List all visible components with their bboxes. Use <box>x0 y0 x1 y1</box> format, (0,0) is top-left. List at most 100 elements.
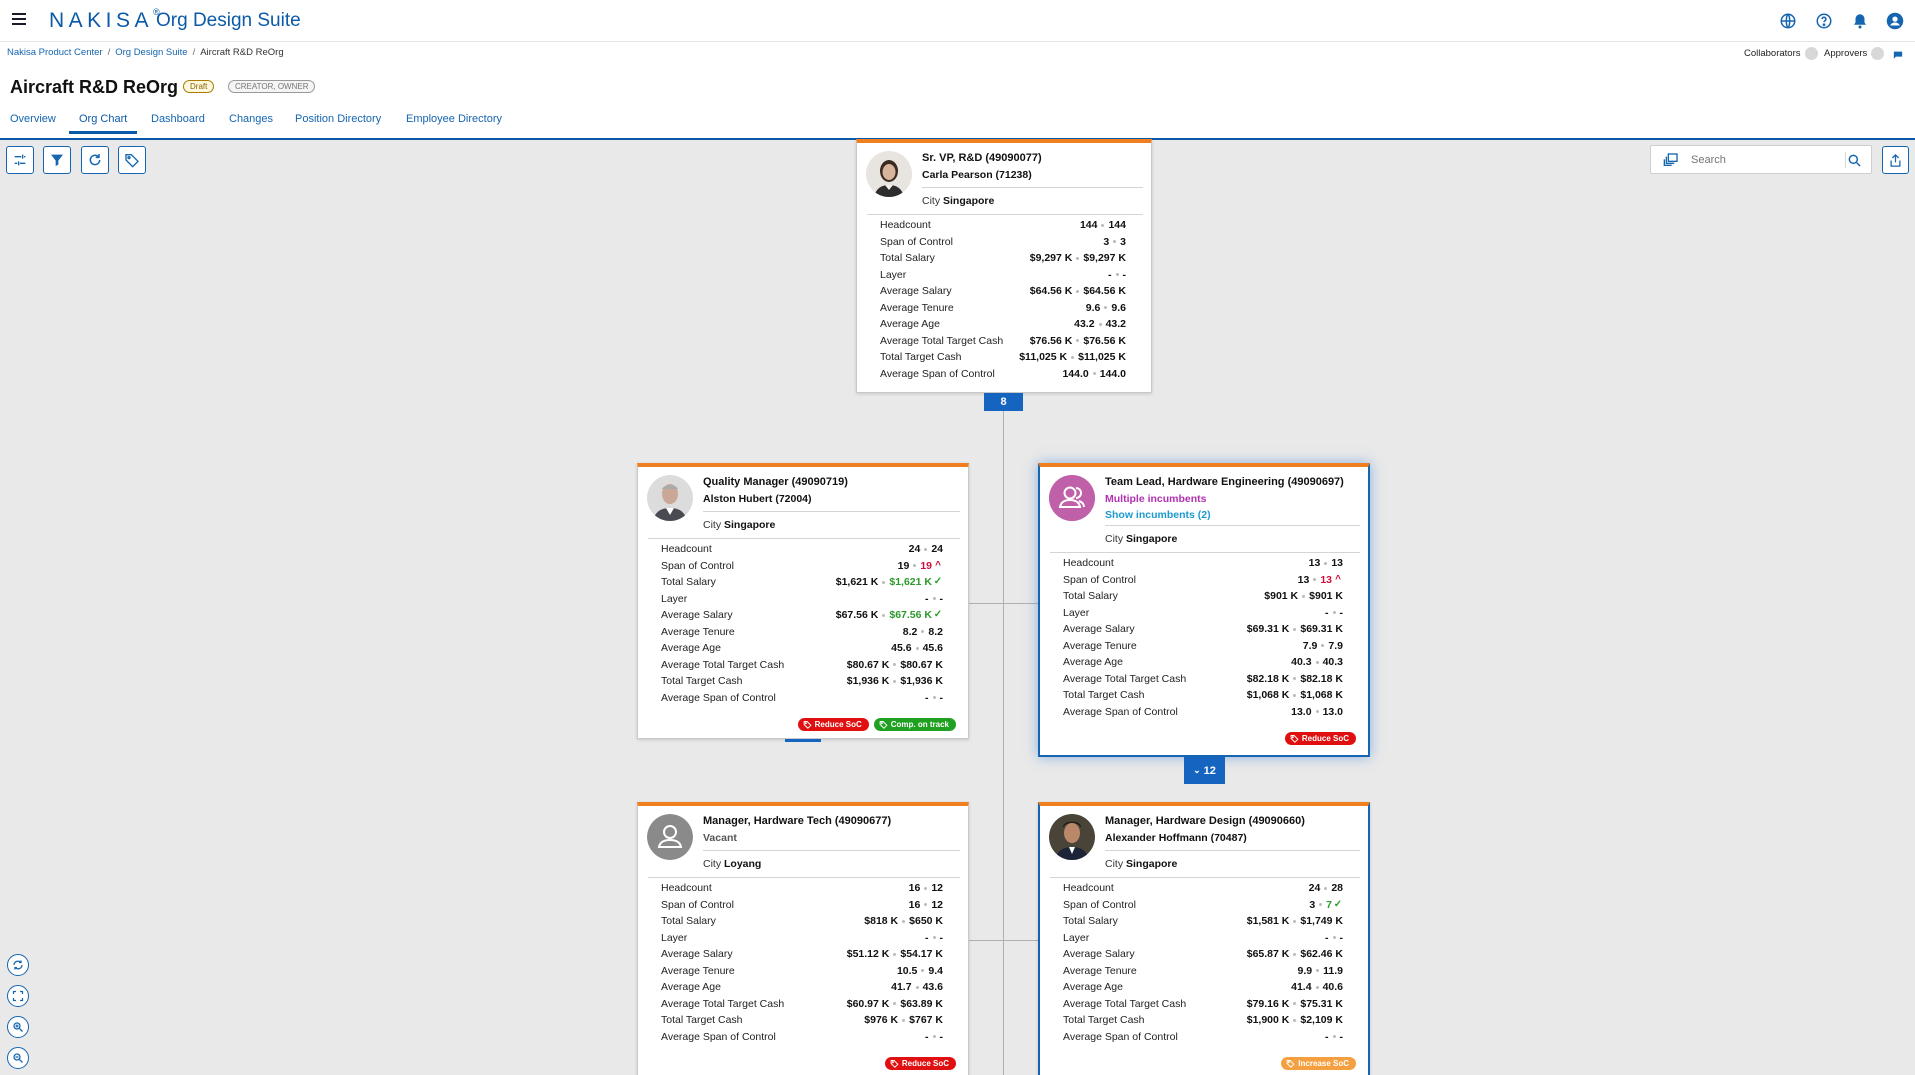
org-card-team-lead[interactable]: Team Lead, Hardware Engineering (4909069… <box>1038 463 1370 757</box>
org-card-sr-vp[interactable]: Sr. VP, R&D (49090077) Carla Pearson (71… <box>856 139 1152 393</box>
metric-proposed: - <box>1339 606 1344 619</box>
metric-values: $69.31 K $69.31 K <box>1247 621 1343 638</box>
metric-values: $818 K $650 K <box>864 913 943 930</box>
tab-changes[interactable]: Changes <box>229 113 274 125</box>
metric-label: Total Salary <box>880 252 935 264</box>
status-tag-badge[interactable]: Reduce SoC <box>1284 732 1356 745</box>
tab-dashboard[interactable]: Dashboard <box>151 113 205 125</box>
role-badge: CREATOR, OWNER <box>228 80 316 93</box>
hamburger-icon[interactable] <box>12 13 26 25</box>
metric-label: Average Age <box>661 981 721 993</box>
expand-children-button[interactable]: ⌄ 12 <box>1184 757 1225 784</box>
metric-values: $1,068 K $1,068 K <box>1247 687 1343 704</box>
settings-sliders-button[interactable] <box>6 146 34 174</box>
badge-row: Reduce SoC Comp. on track <box>797 718 956 731</box>
metric-values: $65.87 K $62.46 K <box>1247 946 1343 963</box>
search-icon[interactable] <box>1845 152 1861 168</box>
metric-separator <box>1293 952 1297 956</box>
user-avatar-icon[interactable] <box>1886 12 1904 30</box>
tab-overview[interactable]: Overview <box>10 113 56 125</box>
incumbent-name[interactable]: Alston Hubert (72004) <box>703 493 812 505</box>
metric-current: - <box>1325 1030 1329 1043</box>
metric-separator <box>1293 627 1297 631</box>
show-incumbents-link[interactable]: Show incumbents (2) <box>1105 509 1211 521</box>
metric-values: 16 12 <box>909 897 943 914</box>
layers-icon[interactable] <box>1663 152 1679 168</box>
breadcrumb-current: Aircraft R&D ReOrg <box>200 47 284 58</box>
collaborators[interactable]: Collaborators <box>1744 47 1818 60</box>
metric-label: Average Tenure <box>661 625 735 638</box>
metric-proposed: 19 <box>920 559 932 572</box>
check-icon: ✓ <box>1333 898 1343 910</box>
tab-position-directory[interactable]: Position Directory <box>295 113 382 125</box>
export-button[interactable] <box>1882 146 1909 174</box>
metric-proposed: 9.4 <box>928 964 943 977</box>
metric-label: Average Salary <box>1063 623 1135 635</box>
metric-proposed: - <box>939 691 944 704</box>
incumbent-name[interactable]: Alexander Hoffmann (70487) <box>1105 832 1247 844</box>
org-card-manager-hardware-design[interactable]: Manager, Hardware Design (49090660) Alex… <box>1038 802 1370 1075</box>
position-title: Sr. VP, R&D (49090077) <box>922 152 1042 164</box>
metric-row-span-of-control: Span of Control 16 12 <box>661 897 943 914</box>
refresh-button[interactable] <box>81 146 109 174</box>
metric-row-average-age: Average Age 41.7 43.6 <box>661 979 943 996</box>
metric-values: 43.2 43.2 <box>1074 316 1126 333</box>
metric-proposed: $82.18 K <box>1300 672 1343 685</box>
metric-proposed: $69.31 K <box>1300 623 1343 635</box>
zoom-out-button[interactable] <box>7 1047 29 1069</box>
metric-label: Total Target Cash <box>880 351 962 363</box>
filter-button[interactable] <box>43 146 71 174</box>
bell-icon[interactable] <box>1851 12 1869 30</box>
breadcrumb-org-design-suite[interactable]: Org Design Suite <box>115 47 188 58</box>
help-icon[interactable] <box>1815 12 1833 30</box>
metric-current: 24 <box>908 543 921 555</box>
approvers[interactable]: Approvers <box>1824 47 1885 60</box>
metric-values: $1,900 K $2,109 K <box>1247 1012 1343 1029</box>
reset-view-button[interactable] <box>7 954 29 976</box>
metric-proposed: $76.56 K <box>1083 334 1126 347</box>
metric-current: $818 K <box>864 915 899 927</box>
tab-employee-directory[interactable]: Employee Directory <box>406 113 502 125</box>
tag-button[interactable] <box>118 146 146 174</box>
org-card-quality-manager[interactable]: Quality Manager (49090719) Alston Hubert… <box>637 463 969 739</box>
zoom-in-button[interactable] <box>7 1016 29 1038</box>
metric-current: $1,936 K <box>846 675 890 687</box>
metric-proposed: $1,749 K <box>1300 915 1343 927</box>
expand-children-button[interactable]: 8 <box>984 393 1023 411</box>
comment-icon[interactable] <box>1893 47 1903 59</box>
breadcrumb-product-center[interactable]: Nakisa Product Center <box>7 47 103 58</box>
nakisa-logo: NAKISA® <box>49 7 160 33</box>
metric-label: Layer <box>661 931 688 944</box>
metric-label: Average Span of Control <box>1063 705 1178 718</box>
metric-label: Average Span of Control <box>880 367 995 380</box>
metric-label: Span of Control <box>880 235 953 248</box>
globe-icon[interactable] <box>1779 12 1797 30</box>
status-tag-badge[interactable]: Comp. on track <box>873 718 956 731</box>
trend-up-icon: ^ <box>935 559 941 571</box>
metric-proposed: 144 <box>1108 219 1126 231</box>
metric-separator <box>915 985 919 989</box>
status-tag-badge[interactable]: Reduce SoC <box>884 1057 956 1070</box>
incumbent-name[interactable]: Carla Pearson (71238) <box>922 169 1032 181</box>
fit-to-screen-button[interactable] <box>7 985 29 1007</box>
check-icon: ✓ <box>933 576 943 587</box>
metric-row-average-span-of-control: Average Span of Control 13.0 13.0 <box>1063 704 1343 721</box>
status-tag-badge[interactable]: Reduce SoC <box>797 718 869 731</box>
tab-org-chart[interactable]: Org Chart <box>69 113 138 134</box>
metric-label: Total Salary <box>661 915 716 927</box>
metric-label: Headcount <box>661 543 712 555</box>
search-input[interactable] <box>1691 150 1831 170</box>
status-tag-badge[interactable]: Increase SoC <box>1281 1057 1356 1070</box>
search-box <box>1650 145 1872 174</box>
org-card-manager-hardware-tech[interactable]: Manager, Hardware Tech (49090677) Vacant… <box>637 802 969 1075</box>
zoom-out-icon <box>13 1053 23 1063</box>
logo-text: NAKISA <box>49 9 154 32</box>
metric-proposed: - <box>939 592 944 605</box>
city-field: City Singapore <box>703 519 775 531</box>
metric-proposed: 7 <box>1326 898 1332 911</box>
metric-row-total-salary: Total Salary $9,297 K $9,297 K <box>880 250 1126 267</box>
connector-vertical <box>1003 408 1004 1075</box>
metric-proposed: 3 <box>1120 235 1126 248</box>
metric-separator <box>924 547 928 551</box>
